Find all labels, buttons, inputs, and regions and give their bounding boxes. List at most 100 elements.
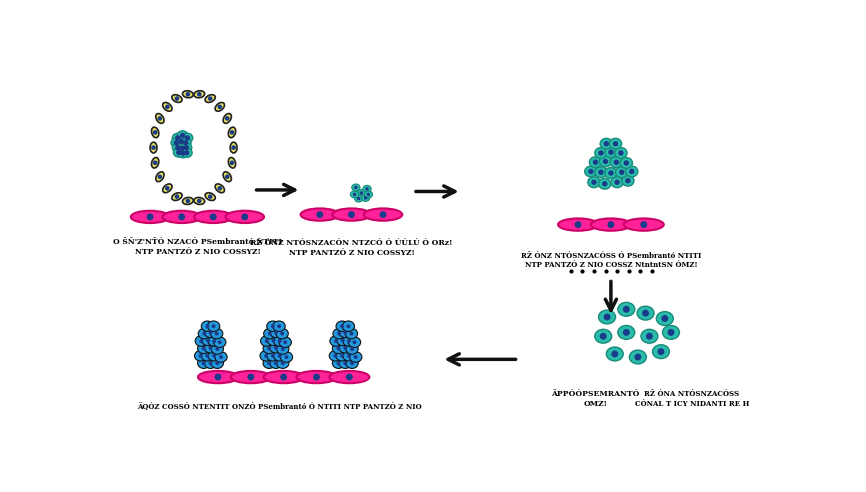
Ellipse shape xyxy=(267,351,279,361)
Circle shape xyxy=(274,331,278,335)
Ellipse shape xyxy=(358,189,365,196)
Circle shape xyxy=(231,145,236,150)
Ellipse shape xyxy=(215,184,224,193)
Circle shape xyxy=(248,373,255,380)
Ellipse shape xyxy=(163,184,172,193)
Circle shape xyxy=(209,346,212,350)
Circle shape xyxy=(347,339,351,343)
Circle shape xyxy=(333,354,338,358)
Ellipse shape xyxy=(210,328,223,339)
Circle shape xyxy=(598,150,604,155)
Circle shape xyxy=(640,221,647,228)
Ellipse shape xyxy=(595,167,607,178)
Circle shape xyxy=(600,333,607,339)
Ellipse shape xyxy=(172,133,183,143)
Circle shape xyxy=(281,361,285,365)
Circle shape xyxy=(618,150,624,155)
Circle shape xyxy=(180,133,185,138)
Circle shape xyxy=(225,175,229,179)
Circle shape xyxy=(625,178,630,184)
Circle shape xyxy=(178,214,185,220)
Ellipse shape xyxy=(211,344,223,354)
Ellipse shape xyxy=(598,179,611,189)
Ellipse shape xyxy=(263,328,276,339)
Circle shape xyxy=(205,324,210,328)
Circle shape xyxy=(229,160,235,165)
Circle shape xyxy=(352,340,357,344)
Ellipse shape xyxy=(194,197,204,205)
Ellipse shape xyxy=(625,166,638,177)
Circle shape xyxy=(657,348,664,355)
Ellipse shape xyxy=(270,358,282,369)
Circle shape xyxy=(216,361,219,365)
Circle shape xyxy=(348,211,355,218)
Text: RŽ ÓNZ NTÓSNZACÓSS Ó PSembrantó NTITI
NTP PANTZÓ Z NIO COSSZ NtntntSN ÓMZ!: RŽ ÓNZ NTÓSNZACÓSS Ó PSembrantó NTITI NT… xyxy=(520,251,701,269)
Ellipse shape xyxy=(176,137,186,146)
Ellipse shape xyxy=(201,321,214,332)
Circle shape xyxy=(185,92,191,96)
Ellipse shape xyxy=(600,138,612,149)
Circle shape xyxy=(173,140,179,146)
Circle shape xyxy=(215,373,222,380)
Ellipse shape xyxy=(270,342,282,353)
Ellipse shape xyxy=(361,194,370,201)
Ellipse shape xyxy=(604,168,617,179)
Text: O ŠÑ'Z'NŤÓ NZACÓ PSembrantó NTITI
NTP PANTZÓ Z NIO COSSYZ!: O ŠÑ'Z'NŤÓ NZACÓ PSembrantó NTITI NTP PA… xyxy=(113,239,282,256)
Ellipse shape xyxy=(662,326,680,339)
Ellipse shape xyxy=(604,147,617,157)
Circle shape xyxy=(598,170,604,175)
Ellipse shape xyxy=(616,167,628,178)
Ellipse shape xyxy=(152,157,158,168)
Circle shape xyxy=(357,197,360,200)
Ellipse shape xyxy=(617,326,635,339)
Circle shape xyxy=(364,196,367,200)
Ellipse shape xyxy=(611,157,623,168)
Ellipse shape xyxy=(333,358,345,369)
Ellipse shape xyxy=(156,114,164,123)
Ellipse shape xyxy=(339,342,352,353)
Circle shape xyxy=(158,116,162,121)
Circle shape xyxy=(197,92,202,96)
Ellipse shape xyxy=(348,337,360,347)
Ellipse shape xyxy=(276,358,289,369)
Ellipse shape xyxy=(181,148,192,157)
Text: RŽ ÓNZ NTÓSNZACÓN NTZCÓ Ó ÚÚLÚ Ó ORz!
NTP PANTZÓ Z NIO COSSYZ!: RŽ ÓNZ NTÓSNZACÓN NTZCÓ Ó ÚÚLÚ Ó ORz! NT… xyxy=(250,239,453,257)
Circle shape xyxy=(608,170,614,176)
Circle shape xyxy=(180,151,185,156)
Circle shape xyxy=(614,180,620,185)
Ellipse shape xyxy=(208,321,220,332)
Circle shape xyxy=(619,170,624,175)
Ellipse shape xyxy=(336,321,348,332)
Circle shape xyxy=(268,361,271,365)
Circle shape xyxy=(175,135,180,141)
Circle shape xyxy=(354,186,358,189)
Ellipse shape xyxy=(171,138,182,148)
Circle shape xyxy=(202,361,206,365)
Circle shape xyxy=(608,150,614,155)
Ellipse shape xyxy=(276,328,288,339)
Circle shape xyxy=(175,96,179,101)
Ellipse shape xyxy=(152,127,158,138)
Ellipse shape xyxy=(230,142,237,153)
Ellipse shape xyxy=(198,371,238,383)
Ellipse shape xyxy=(172,143,183,152)
Circle shape xyxy=(343,346,347,350)
Circle shape xyxy=(185,199,191,203)
Circle shape xyxy=(175,145,180,150)
Circle shape xyxy=(264,354,268,358)
Ellipse shape xyxy=(197,358,210,369)
Ellipse shape xyxy=(223,172,231,182)
Circle shape xyxy=(268,332,272,336)
Ellipse shape xyxy=(214,337,226,347)
Circle shape xyxy=(343,331,347,335)
Ellipse shape xyxy=(637,306,654,320)
Ellipse shape xyxy=(223,114,231,123)
Ellipse shape xyxy=(171,94,182,102)
Circle shape xyxy=(337,346,340,350)
Circle shape xyxy=(212,339,216,343)
Circle shape xyxy=(183,140,189,146)
Circle shape xyxy=(604,141,609,147)
Ellipse shape xyxy=(296,371,337,383)
Circle shape xyxy=(642,309,649,317)
Ellipse shape xyxy=(194,211,232,223)
